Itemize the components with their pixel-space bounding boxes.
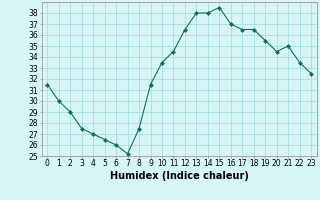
X-axis label: Humidex (Indice chaleur): Humidex (Indice chaleur): [110, 171, 249, 181]
